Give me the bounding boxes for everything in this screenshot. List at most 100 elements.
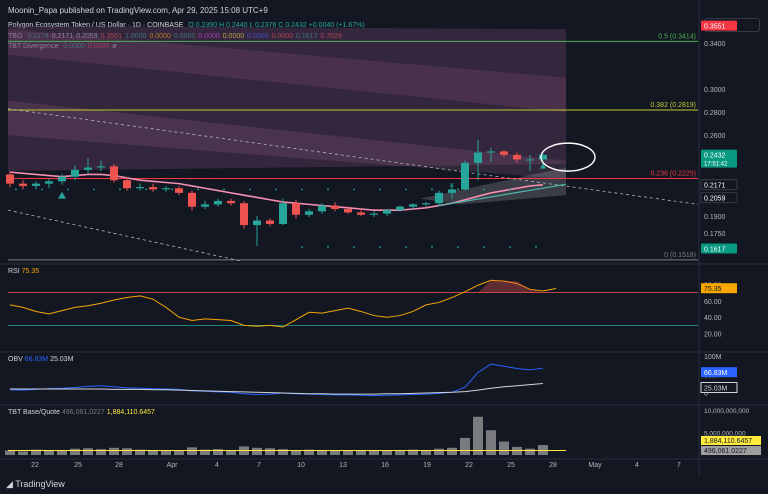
time-tick-12: 28 — [549, 462, 557, 469]
tbo-value-8: 0.0000 — [222, 33, 245, 40]
volume-bar — [96, 449, 106, 455]
tbt-value-2: ø — [112, 43, 117, 50]
candle-body — [45, 181, 53, 184]
fib-label-1: 0.382 (0.2819) — [650, 102, 696, 109]
volume-bar — [486, 430, 496, 455]
time-tick-4: 4 — [215, 462, 219, 469]
volume-tag-label-1: 1,884,110.6457 — [704, 438, 752, 445]
tbo-legend: TBO 0.2174 0.2171 0.2059 0.3551 1.0000 0.0000… — [8, 33, 348, 40]
volume-bar — [122, 448, 132, 455]
tbt-values: 0.0000 0.0000 ø — [63, 43, 119, 50]
volume-bar — [70, 448, 80, 455]
support-dot-16 — [223, 188, 225, 191]
candle-body — [422, 203, 430, 205]
time-tick-13: May — [588, 462, 602, 469]
candle-body — [123, 180, 131, 189]
price-tag-3 — [700, 179, 738, 191]
publisher-header: Moonin_Papa published on TradingView.com… — [0, 0, 768, 20]
tbt-name[interactable]: TBT Divergence — [8, 43, 59, 50]
support-dot-22 — [301, 188, 303, 191]
support-dot-12 — [171, 188, 173, 191]
volume-tick-1: 5,000,000,000 — [704, 431, 746, 438]
floor-dot-32 — [431, 246, 433, 248]
candle-body — [370, 213, 378, 215]
volume-bar — [109, 447, 119, 455]
time-tick-2: 28 — [115, 462, 123, 469]
support-dot-18 — [249, 188, 251, 191]
volume-bar — [252, 447, 262, 455]
obv-tick-2: 0 — [704, 391, 708, 398]
candle-body — [149, 187, 157, 190]
chart-canvas[interactable]: 0.5 (0.3414) 0.382 (0.2819) 0.236 (0.2225)… — [0, 0, 768, 476]
volume-bar — [5, 450, 15, 455]
candle-body — [357, 212, 365, 215]
price-tag-label-1: 0.2432 — [704, 153, 726, 160]
price-tag-label-3: 0.2171 — [704, 183, 726, 190]
candle-body — [175, 188, 183, 193]
support-dot-6 — [93, 188, 95, 191]
volume-bar — [304, 449, 314, 455]
time-tick-11: 25 — [507, 462, 515, 469]
candle-body — [526, 159, 534, 161]
rsi-legend: RSI 75.35 — [8, 268, 39, 275]
obv-value-2: 25.03M — [50, 356, 74, 363]
price-tag-label-4: 0.2059 — [704, 196, 726, 203]
time-tick-0: 22 — [31, 462, 39, 469]
obv-label[interactable]: OBV — [8, 356, 23, 363]
floor-dot-22 — [301, 246, 303, 248]
price-tick-6: 0.1750 — [704, 231, 726, 238]
cloud-band — [8, 25, 566, 171]
candle-body — [136, 187, 144, 189]
rsi-overbought-fill — [478, 280, 543, 293]
candle-body — [539, 154, 547, 160]
candle-body — [318, 205, 326, 212]
trendline-upper — [7, 108, 699, 205]
cloud-band-lower — [8, 100, 566, 180]
candle-body — [461, 162, 469, 190]
candle-body — [188, 192, 196, 207]
volume-bar — [200, 449, 210, 455]
footer-bar: ◢ TradingView — [0, 476, 768, 494]
time-tick-15: 7 — [677, 462, 681, 469]
volume-bar — [174, 450, 184, 455]
tbo-name[interactable]: TBO — [8, 33, 23, 40]
symbol-legend: Polygon Ecosystem Token / US Dollar · 1D… — [8, 22, 368, 29]
fib-label-0: 0.5 (0.3414) — [658, 33, 696, 40]
candle-body — [474, 152, 482, 163]
highlight-circle — [540, 142, 596, 172]
publisher-text: Moonin_Papa published on TradingView.com… — [8, 6, 268, 15]
tbo-value-6: 0.0000 — [173, 33, 196, 40]
price-tick-2: 0.2800 — [704, 110, 726, 117]
candle-body — [487, 151, 495, 153]
obv-value-1: 66.83M — [24, 356, 49, 363]
trendline-lower — [7, 209, 241, 262]
support-dot-36 — [483, 188, 485, 191]
rsi-line — [9, 279, 557, 328]
volume-bar — [226, 450, 236, 455]
ohlc-values: O 0.2390 H 0.2440 L 0.2376 C 0.2432 +0.0… — [188, 22, 365, 29]
volume-bar — [213, 449, 223, 455]
candle-body — [19, 183, 27, 186]
tbo-value-1: 0.2171 — [51, 33, 74, 40]
rsi-tick-2: 40.00 — [704, 315, 722, 322]
floor-dot-26 — [353, 246, 355, 248]
support-dot-34 — [457, 188, 459, 191]
rsi-label[interactable]: RSI — [8, 268, 20, 275]
countdown-label: 17:51:42 — [704, 162, 728, 168]
volume-bar — [473, 416, 483, 455]
volume-label[interactable]: TBT Base/Quote — [8, 409, 61, 416]
time-tick-8: 16 — [381, 462, 389, 469]
candle-body — [396, 206, 404, 211]
symbol-name[interactable]: Polygon Ecosystem Token / US Dollar · 1D… — [8, 22, 184, 29]
price-tag-label-5: 0.1617 — [704, 247, 726, 254]
tbo-value-11: 0.1617 — [295, 33, 318, 40]
volume-bar — [343, 450, 353, 455]
candle-body — [409, 204, 417, 207]
time-tick-6: 10 — [297, 462, 305, 469]
volume-tag-1 — [701, 436, 761, 445]
floor-dot-24 — [327, 246, 329, 248]
support-dot-20 — [275, 188, 277, 191]
time-tick-1: 25 — [74, 462, 82, 469]
volume-bar — [369, 450, 379, 455]
candle-body — [500, 151, 508, 155]
